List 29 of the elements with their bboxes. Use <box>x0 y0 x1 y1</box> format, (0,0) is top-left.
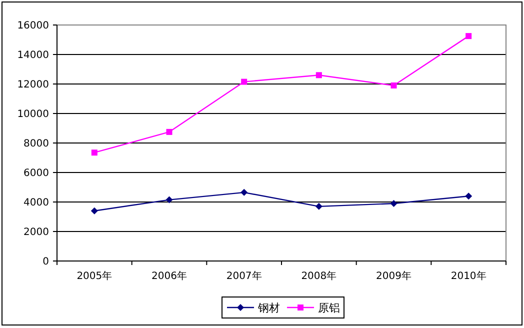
y-tick-label: 10000 <box>17 109 49 120</box>
y-tick-label: 0 <box>42 256 49 268</box>
y-tick-label: 12000 <box>17 80 49 90</box>
legend-label: 钢材 <box>257 301 280 314</box>
x-tick-label: 2007年 <box>226 270 262 282</box>
point <box>91 150 98 156</box>
point <box>316 72 322 78</box>
point <box>240 188 248 196</box>
point <box>166 128 172 135</box>
x-tick-label: 2005年 <box>76 270 112 282</box>
legend-label: 原铝 <box>318 301 340 314</box>
x-tick-label: 2006年 <box>152 270 187 282</box>
x-tick-label: 2009年 <box>376 270 412 282</box>
point <box>241 78 248 85</box>
point <box>466 33 472 40</box>
y-tick-label: 16000 <box>17 20 49 32</box>
y-tick-label: 6000 <box>24 168 49 179</box>
point <box>315 202 322 210</box>
y-tick-label: 8000 <box>24 138 49 150</box>
y-tick-label: 4000 <box>24 198 49 208</box>
point <box>166 196 173 204</box>
x-tick-label: 2008年 <box>301 270 337 282</box>
y-tick-label: 2000 <box>24 227 49 238</box>
point <box>90 207 98 214</box>
point <box>465 192 472 200</box>
point <box>390 82 397 88</box>
point <box>390 200 398 207</box>
x-tick-label: 2010年 <box>450 270 486 282</box>
y-tick-label: 14000 <box>17 50 49 61</box>
